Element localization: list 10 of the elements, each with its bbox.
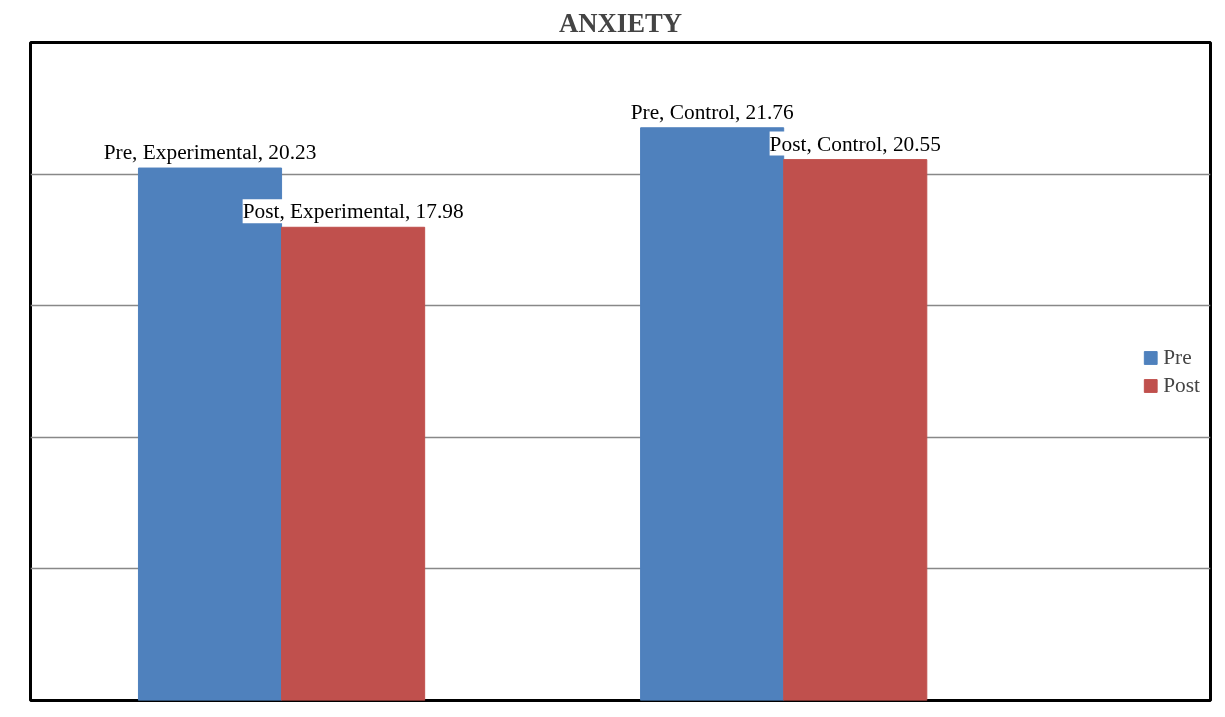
data-label: Post, Control, 20.55: [769, 131, 941, 156]
legend-label: Pre: [1163, 344, 1192, 370]
bar: [281, 226, 426, 701]
data-label: Pre, Control, 21.76: [630, 99, 794, 124]
bar: [783, 159, 928, 701]
data-label: Post, Experimental, 17.98: [242, 199, 464, 224]
chart-title: ANXIETY: [559, 7, 682, 38]
data-label: Pre, Experimental, 20.23: [103, 140, 317, 165]
legend-label: Post: [1163, 372, 1200, 398]
bar: [137, 167, 283, 701]
